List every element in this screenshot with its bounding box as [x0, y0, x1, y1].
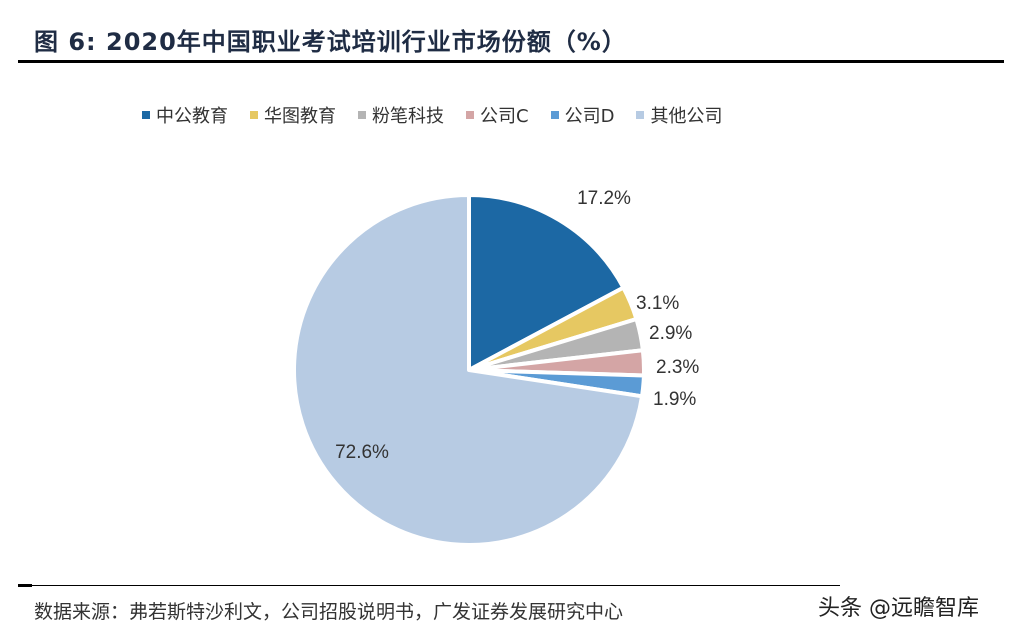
legend-swatch-icon [142, 111, 150, 119]
title-divider [18, 60, 1004, 63]
slice-value-label: 72.6% [335, 442, 389, 463]
legend-swatch-icon [358, 111, 366, 119]
data-source-note: 数据来源：弗若斯特沙利文，公司招股说明书，广发证券发展研究中心 [34, 601, 624, 623]
legend-label: 华图教育 [264, 106, 336, 127]
legend-item-fenbi: 粉笔科技 [358, 102, 444, 128]
slice-value-label: 2.3% [656, 357, 699, 378]
legend-label: 中公教育 [156, 106, 228, 127]
legend-item-zhonggong: 中公教育 [142, 102, 228, 128]
legend-item-company-d: 公司D [550, 102, 615, 128]
legend-swatch-icon [466, 111, 474, 119]
slice-value-label: 1.9% [653, 389, 696, 410]
legend-label: 粉笔科技 [372, 106, 444, 127]
legend-swatch-icon [636, 111, 645, 119]
legend-item-others: 其他公司 [636, 102, 722, 128]
chart-legend: 中公教育 华图教育 粉笔科技 公司C 公司D 其他公司 [142, 102, 744, 128]
legend-swatch-icon [550, 111, 559, 119]
legend-label: 公司D [564, 106, 615, 127]
watermark: 头条 @远瞻智库 [818, 596, 979, 621]
slice-value-label: 3.1% [636, 293, 679, 314]
slice-value-label: 2.9% [649, 323, 692, 344]
slice-value-label: 17.2% [577, 188, 631, 209]
legend-item-huatu: 华图教育 [250, 102, 336, 128]
pie-slices [292, 193, 646, 547]
figure-title: 图 6: 2020年中国职业考试培训行业市场份额（%） [34, 28, 627, 56]
footer-divider [18, 585, 840, 586]
legend-swatch-icon [250, 111, 258, 119]
legend-item-company-c: 公司C [466, 102, 529, 128]
pie-slice [292, 193, 645, 547]
legend-label: 公司C [480, 106, 529, 127]
pie-slice [467, 193, 626, 372]
legend-label: 其他公司 [650, 106, 723, 127]
pie-labels: 17.2% 3.1% 2.9% 2.3% 1.9% 72.6% [335, 188, 699, 463]
